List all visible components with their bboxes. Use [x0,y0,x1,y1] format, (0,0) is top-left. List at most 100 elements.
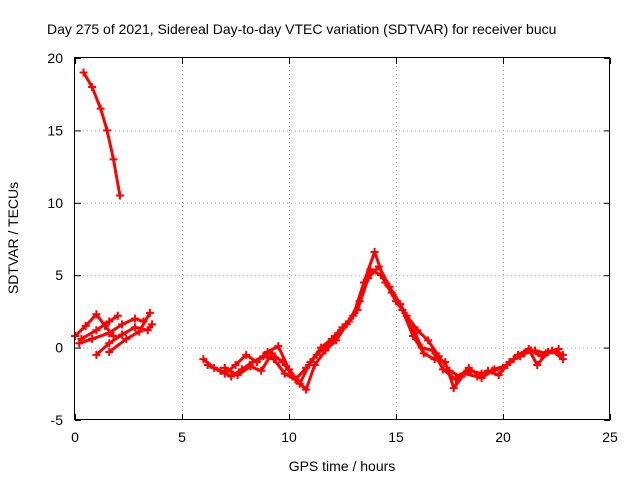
data-point [105,317,114,326]
data-point [533,360,542,369]
data-point [79,68,88,77]
data-point [543,347,552,356]
data-point [257,366,266,375]
data-point [113,311,122,320]
data-point [554,345,563,354]
series-line [223,265,561,392]
data-point [302,363,311,372]
tick-labels: 0 5 10 15 20 25 -5 0 5 10 15 20 [47,50,618,445]
series-track-early-high [79,68,124,200]
x-tick-label: 10 [281,429,297,445]
data-point [122,334,131,343]
data-point [130,314,139,323]
data-point [374,262,383,271]
data-point [118,320,127,329]
data-point [385,282,394,291]
data-point [503,360,512,369]
data-point [289,372,298,381]
grid [75,58,610,420]
data-point [135,327,144,336]
data-point [105,339,114,348]
series-layer [71,68,567,394]
data-point [417,343,426,352]
chart-title: Day 275 of 2021, Sidereal Day-to-day VTE… [47,21,556,37]
data-point [310,360,319,369]
data-point [259,352,268,361]
data-point [524,345,533,354]
data-point [92,310,101,319]
data-point [274,342,283,351]
data-point [81,321,90,330]
data-point [364,274,373,283]
data-point [220,363,229,372]
series-track-early-e [105,308,154,356]
series-line [107,311,152,354]
data-point [203,360,212,369]
data-point [105,347,114,356]
x-tick-label: 25 [602,429,618,445]
data-point [199,355,208,364]
x-axis-label: GPS time / hours [289,458,396,474]
series-track-early-c [77,311,122,343]
y-tick-label: 10 [47,195,63,211]
series-track-main-2 [203,265,567,393]
x-tick-label: 0 [71,429,79,445]
data-point [366,265,375,274]
ticks [75,58,611,421]
data-point [332,336,341,345]
data-point [477,374,486,383]
data-point [464,363,473,372]
series-line [82,71,122,198]
data-point [302,385,311,394]
data-point [451,375,460,384]
data-point [428,346,437,355]
data-point [115,191,124,200]
data-point [216,366,225,375]
data-point [242,350,251,359]
y-tick-label: 15 [47,122,63,138]
data-point [145,308,154,317]
x-tick-label: 15 [388,429,404,445]
data-point [494,371,503,380]
x-tick-label: 5 [178,429,186,445]
data-point [342,320,351,329]
data-point [439,365,448,374]
series-track-early-a [71,310,118,341]
data-point [227,372,236,381]
data-point [321,346,330,355]
series-track-main-3 [220,262,563,394]
y-tick-label: 5 [55,267,63,283]
data-point [419,349,428,358]
series-line [79,314,120,341]
data-point [263,347,272,356]
data-point [441,358,450,367]
data-point [558,355,567,364]
data-point [148,320,157,329]
data-point [267,349,276,358]
data-point [280,369,289,378]
series-track-early-d [92,320,157,359]
data-point [424,336,433,345]
data-point [406,320,415,329]
x-tick-label: 20 [495,429,511,445]
data-point [109,155,118,164]
data-point [396,300,405,309]
data-point [490,365,499,374]
y-tick-label: 20 [47,50,63,66]
data-point [233,371,242,380]
data-point [231,360,240,369]
data-point [96,104,105,113]
data-point [130,323,139,332]
data-point [105,329,114,338]
series-track-early-b [75,314,148,348]
y-tick-label: 0 [55,340,63,356]
data-point [88,334,97,343]
data-point [312,350,321,359]
data-point [75,339,84,348]
y-axis-label: SDTVAR / TECUs [5,182,21,294]
data-point [248,358,257,367]
data-point [92,350,101,359]
data-point [77,334,86,343]
data-point [513,350,522,359]
